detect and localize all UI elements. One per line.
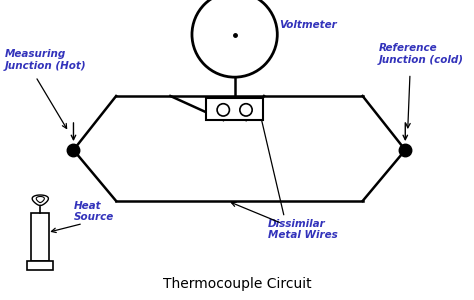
Ellipse shape: [192, 0, 277, 77]
Text: Voltmeter: Voltmeter: [280, 20, 337, 31]
Text: Heat
Source: Heat Source: [73, 201, 114, 222]
Text: Measuring
Junction (Hot): Measuring Junction (Hot): [5, 49, 86, 71]
Ellipse shape: [217, 104, 229, 116]
Text: Dissimilar
Metal Wires: Dissimilar Metal Wires: [268, 219, 337, 240]
Bar: [27, 261, 54, 270]
Text: Reference
Junction (cold): Reference Junction (cold): [379, 43, 464, 65]
Text: Thermocouple Circuit: Thermocouple Circuit: [163, 277, 311, 291]
Bar: [206, 98, 263, 120]
Ellipse shape: [240, 104, 252, 116]
Bar: [31, 213, 49, 261]
Polygon shape: [32, 195, 48, 206]
